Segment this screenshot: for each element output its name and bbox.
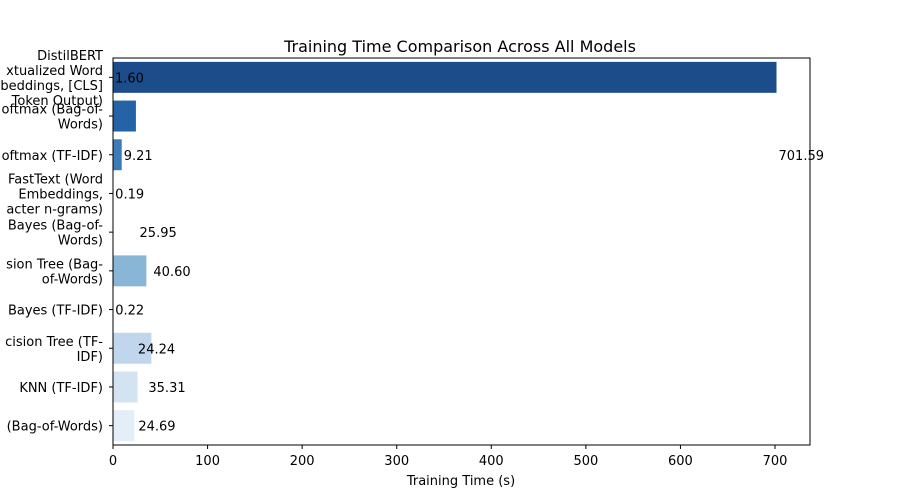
bar-value-label: 24.69 [138,420,175,435]
x-axis: 0 100 200 300 400 500 600 700 [109,445,788,469]
category-label-line: beddings, [CLS] [0,79,103,94]
bar [113,332,152,364]
bar-value-label: 0.22 [115,304,144,319]
x-tick-label: 600 [668,454,693,469]
category-label-line: Words) [58,234,103,249]
bar-value-label: 1.60 [115,71,144,86]
category-label: DistilBERT xtualized Word beddings, [CLS] T… [0,49,103,109]
category-label-line: DistilBERT [37,49,103,64]
bar-value-label: 0.19 [115,187,144,202]
bar [113,139,122,171]
y-axis: DistilBERT xtualized Word beddings, [CLS] T… [0,49,113,435]
category-label-line: oftmax (Bag-of- [1,103,103,118]
x-tick-label: 700 [763,454,788,469]
chart-title: Training Time Comparison Across All Mode… [283,37,636,56]
category-label-line: of-Words) [42,272,103,287]
category-label-line: acter n-grams) [6,202,103,217]
category-label-line: KNN (TF-IDF) [19,381,103,396]
category-label-line: Words) [58,118,103,133]
category-label-line: sion Tree (Bag- [6,257,103,272]
bars-group [113,61,777,442]
bar-value-label: 701.59 [779,149,825,164]
category-label-line: Bayes (Bag-of- [8,219,103,234]
x-tick-label: 0 [109,454,117,469]
bar-value-label: 25.95 [140,226,177,241]
category-label: Bayes (TF-IDF) [8,304,103,319]
bar-value-label: 40.60 [153,265,190,280]
category-label-line: oftmax (TF-IDF) [2,149,103,164]
x-tick-label: 400 [479,454,504,469]
category-label-line: IDF) [77,350,103,365]
x-axis-title: Training Time (s) [406,474,515,489]
plot-frame [112,57,811,446]
category-label: sion Tree (Bag-of-Words) [6,257,103,287]
category-label-line: (Bag-of-Words) [7,420,103,435]
x-tick-label: 500 [573,454,598,469]
bar [113,371,138,403]
bar [113,100,136,132]
category-label-line: xtualized Word [6,64,103,79]
bar-value-label: 24.24 [138,342,175,357]
category-label: oftmax (Bag-of-Words) [1,103,103,133]
category-label-line: FastText (Word [8,172,103,187]
category-label-line: Bayes (TF-IDF) [8,304,103,319]
category-label: Bayes (Bag-of-Words) [8,219,103,249]
category-label: cision Tree (TF-IDF) [5,335,103,365]
bar [113,255,147,287]
bar [113,410,135,442]
category-label: (Bag-of-Words) [7,420,103,435]
category-label: KNN (TF-IDF) [19,381,103,396]
category-label-line: cision Tree (TF- [5,335,103,350]
bar-value-label: 9.21 [124,149,153,164]
bar [113,61,777,93]
bar-value-label: 35.31 [148,381,185,396]
x-tick-label: 100 [195,454,220,469]
bar-labels-group: 1.60 701.59 9.21 0.19 25.95 40.60 0.22 24.24 35.… [115,71,824,434]
category-label-line: Embeddings, [18,187,103,202]
category-label: FastText (Word Embeddings, acter n-grams) [6,172,103,217]
category-label-line: Token Output) [11,94,103,109]
x-tick-label: 300 [384,454,409,469]
category-label: oftmax (TF-IDF) [2,149,103,164]
x-tick-label: 200 [290,454,315,469]
